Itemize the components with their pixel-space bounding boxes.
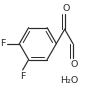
- Text: O: O: [71, 60, 78, 69]
- Text: H₂O: H₂O: [60, 76, 78, 85]
- Text: F: F: [0, 39, 6, 48]
- Text: F: F: [20, 72, 25, 81]
- Text: O: O: [62, 4, 70, 13]
